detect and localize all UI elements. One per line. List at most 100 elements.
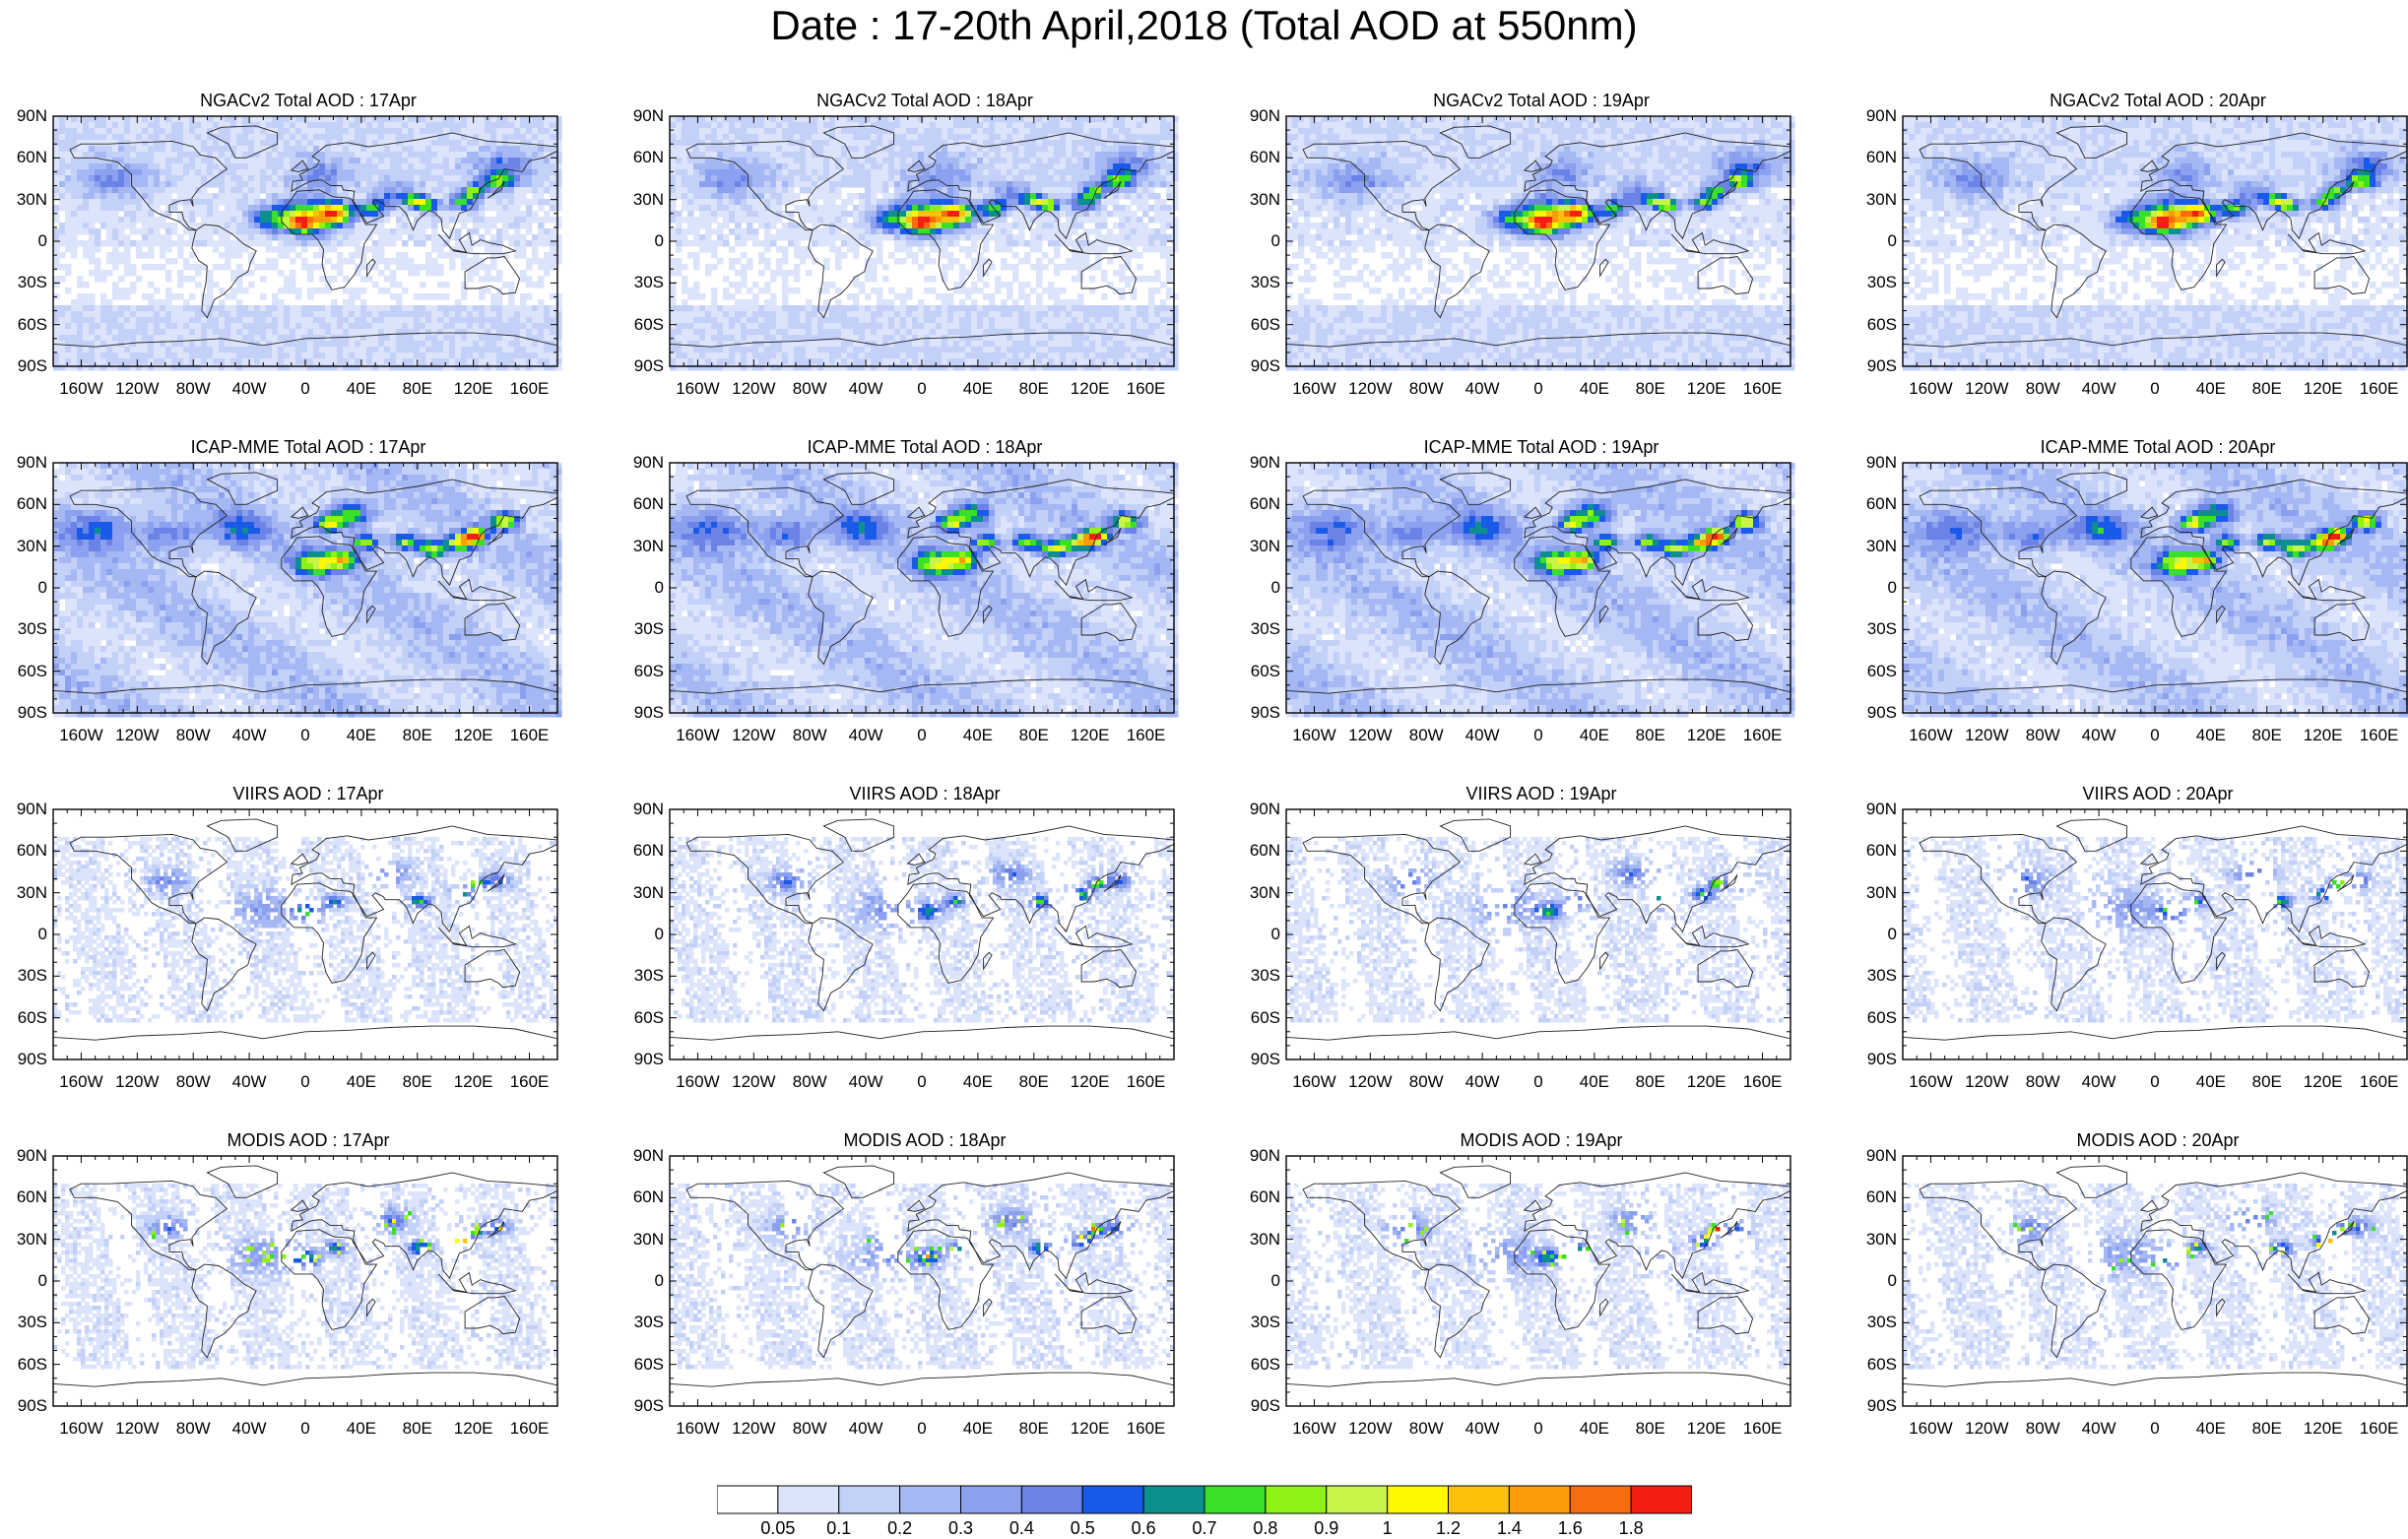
lat-tick-label: 90S xyxy=(0,704,47,722)
lon-tick-label: 0 xyxy=(887,380,956,398)
lat-tick-label: 30N xyxy=(0,190,47,209)
coastline xyxy=(1514,882,1611,984)
lon-tick-label: 160E xyxy=(495,727,564,744)
map-frame: 90N 60N 30N 0 30S 60S 90S 160W 120W 80W 40W 0 40E 80E… xyxy=(617,454,1233,744)
lat-tick-label: 60N xyxy=(1850,1188,1897,1206)
coastline xyxy=(1514,189,1611,290)
lon-tick-label: 40E xyxy=(327,380,396,398)
lat-tick-label: 60S xyxy=(1233,1008,1280,1027)
coastline xyxy=(291,132,558,240)
coastline xyxy=(2313,949,2371,989)
lon-tick-label: 120E xyxy=(2289,727,2358,744)
lat-tick-label: 90N xyxy=(1850,801,1897,818)
coastline xyxy=(1720,528,1738,545)
lat-tick-label: 30N xyxy=(1233,883,1280,902)
lon-tick-label: 120W xyxy=(1335,380,1404,398)
lon-tick-label: 80W xyxy=(159,1420,228,1438)
lat-tick-label: 60S xyxy=(617,1355,664,1374)
lon-tick-label: 40W xyxy=(1448,1073,1517,1091)
axis-ticks xyxy=(1902,1155,2408,1407)
lat-tick-label: 90S xyxy=(617,1051,664,1068)
map-panel: VIIRS AOD : 19Apr 90N 60N 30N 0 30S 60S 90S 160W… xyxy=(1233,784,1850,1109)
lat-tick-label: 60S xyxy=(1850,315,1897,334)
lon-tick-label: 120W xyxy=(102,380,171,398)
map-panel: ICAP-MME Total AOD : 17Apr 90N 60N 30N 0 30S 6… xyxy=(0,437,617,762)
coastline xyxy=(206,125,279,159)
map-panel: ICAP-MME Total AOD : 19Apr 90N 60N 30N 0 30S 6… xyxy=(1233,437,1850,762)
lon-tick-label: 160E xyxy=(2345,380,2408,398)
lat-tick-label: 30N xyxy=(0,1230,47,1249)
lon-tick-label: 80E xyxy=(1616,1420,1685,1438)
lat-tick-label: 0 xyxy=(0,232,47,250)
coastline xyxy=(2139,853,2159,866)
coastline xyxy=(822,472,895,505)
coastline xyxy=(1439,1165,1512,1198)
map-frame: 90N 60N 30N 0 30S 60S 90S 160W 120W 80W 40W 0 40E 80E… xyxy=(617,107,1233,398)
lon-tick-label: 40W xyxy=(215,1073,284,1091)
lat-tick-label: 90N xyxy=(1233,107,1280,125)
lon-tick-label: 160E xyxy=(495,1073,564,1091)
coastline xyxy=(2140,479,2408,587)
lon-tick-label: 80E xyxy=(383,1420,452,1438)
lon-tick-label: 40E xyxy=(1560,380,1629,398)
colorbar-tick-label: 0.3 xyxy=(932,1518,991,1538)
map-frame: 90N 60N 30N 0 30S 60S 90S 160W 120W 80W 40W 0 40E 80E… xyxy=(1850,107,2408,398)
coastline xyxy=(69,1180,228,1271)
coastline xyxy=(2055,125,2128,159)
colorbar-swatch xyxy=(838,1485,901,1514)
coastline xyxy=(290,506,309,519)
map-panel: NGACv2 Total AOD : 18Apr 90N 60N 30N 0 30S 60S… xyxy=(617,91,1233,416)
lon-tick-label: 40E xyxy=(1560,1073,1629,1091)
coastline xyxy=(897,1229,995,1330)
colorbar-swatch xyxy=(1326,1485,1389,1514)
map-plot xyxy=(669,462,1179,718)
lon-tick-label: 120E xyxy=(439,1073,508,1091)
coastline xyxy=(822,1165,895,1198)
colorbar-swatch xyxy=(960,1485,1022,1514)
axis-ticks xyxy=(52,115,558,367)
lat-tick-label: 60S xyxy=(1850,1008,1897,1027)
lat-tick-label: 90S xyxy=(0,1397,47,1415)
lon-tick-label: 160W xyxy=(46,380,115,398)
colorbar-tick-label: 0.9 xyxy=(1297,1518,1356,1538)
coastline xyxy=(1670,231,1750,255)
coastline xyxy=(983,605,993,624)
lat-tick-label: 90S xyxy=(617,1397,664,1415)
coastline xyxy=(464,603,521,642)
lon-tick-label: 0 xyxy=(271,1073,340,1091)
lon-tick-label: 120W xyxy=(1952,380,2021,398)
coastline xyxy=(464,256,521,295)
lat-tick-label: 60S xyxy=(1233,315,1280,334)
lon-tick-label: 80W xyxy=(159,1073,228,1091)
lat-tick-label: 30N xyxy=(1233,1230,1280,1249)
lat-tick-label: 60N xyxy=(617,1188,664,1206)
panel-title: VIIRS AOD : 19Apr xyxy=(1233,784,1850,803)
coastline xyxy=(1599,1298,1609,1317)
coastline xyxy=(906,853,926,866)
coastline xyxy=(1919,833,2078,925)
lat-tick-label: 0 xyxy=(617,232,664,250)
coastline xyxy=(2055,818,2128,852)
lon-tick-label: 80E xyxy=(2233,1420,2302,1438)
lat-tick-label: 0 xyxy=(1233,926,1280,943)
lat-tick-label: 90N xyxy=(0,454,47,472)
lon-tick-label: 80W xyxy=(1392,380,1461,398)
coastline xyxy=(2140,1172,2408,1280)
colorbar-swatches xyxy=(716,1485,1693,1514)
colorbar-swatch xyxy=(1569,1485,1632,1514)
aod-field xyxy=(670,463,1179,718)
lon-tick-label: 80W xyxy=(159,380,228,398)
coastline xyxy=(281,1229,378,1330)
colorbar-tick-label: 0.5 xyxy=(1053,1518,1112,1538)
coastline xyxy=(1670,578,1750,602)
lon-tick-label: 160W xyxy=(46,1073,115,1091)
map-plot xyxy=(669,808,1175,1060)
lat-tick-label: 90N xyxy=(1850,107,1897,125)
coastline xyxy=(487,528,505,545)
lon-tick-label: 160E xyxy=(1728,1420,1797,1438)
colorbar-tick-label: 0.2 xyxy=(871,1518,930,1538)
lat-tick-label: 30S xyxy=(1233,1314,1280,1331)
lon-tick-label: 80W xyxy=(159,727,228,744)
coastline xyxy=(1514,536,1611,637)
coastlines xyxy=(52,125,558,367)
